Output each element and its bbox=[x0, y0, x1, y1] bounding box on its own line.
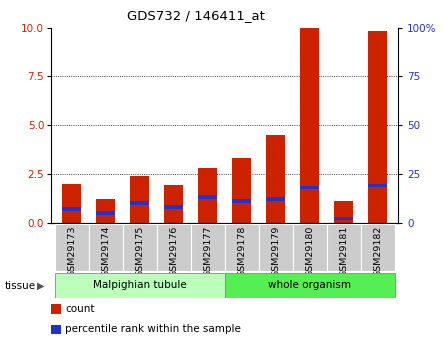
Bar bbox=[232, 199, 251, 203]
Text: GSM29174: GSM29174 bbox=[101, 226, 110, 277]
Bar bbox=[55, 224, 89, 271]
Bar bbox=[267, 197, 285, 201]
Bar bbox=[232, 158, 251, 223]
Bar bbox=[157, 224, 191, 271]
Bar bbox=[164, 205, 183, 209]
Bar bbox=[225, 224, 259, 271]
Bar bbox=[130, 201, 149, 205]
Bar bbox=[96, 211, 115, 215]
Bar bbox=[89, 224, 123, 271]
Bar bbox=[267, 135, 285, 223]
Text: GSM29181: GSM29181 bbox=[340, 226, 348, 277]
Bar bbox=[198, 195, 217, 199]
Bar bbox=[368, 184, 387, 187]
Bar bbox=[300, 28, 319, 223]
Text: GSM29175: GSM29175 bbox=[135, 226, 144, 277]
Bar bbox=[191, 224, 225, 271]
Bar bbox=[361, 224, 395, 271]
Bar bbox=[55, 273, 225, 298]
Bar bbox=[62, 184, 81, 223]
Bar bbox=[293, 224, 327, 271]
Bar bbox=[300, 186, 319, 189]
Bar bbox=[96, 199, 115, 223]
Bar bbox=[259, 224, 293, 271]
Text: GSM29177: GSM29177 bbox=[203, 226, 212, 277]
Bar bbox=[327, 224, 361, 271]
Text: GSM29180: GSM29180 bbox=[305, 226, 314, 277]
Bar bbox=[198, 168, 217, 223]
Text: GSM29176: GSM29176 bbox=[169, 226, 178, 277]
Text: GSM29182: GSM29182 bbox=[373, 226, 382, 277]
Bar bbox=[335, 201, 353, 223]
Text: GSM29173: GSM29173 bbox=[67, 226, 76, 277]
Text: ▶: ▶ bbox=[36, 281, 44, 290]
Bar bbox=[164, 186, 183, 223]
Bar bbox=[130, 176, 149, 223]
Text: whole organism: whole organism bbox=[268, 280, 351, 290]
Text: GDS732 / 146411_at: GDS732 / 146411_at bbox=[127, 9, 265, 22]
Bar bbox=[62, 207, 81, 211]
Text: Malpighian tubule: Malpighian tubule bbox=[93, 280, 186, 290]
Text: tissue: tissue bbox=[4, 281, 36, 290]
Text: GSM29178: GSM29178 bbox=[237, 226, 246, 277]
Bar bbox=[368, 31, 387, 223]
Bar bbox=[123, 224, 157, 271]
Bar bbox=[225, 273, 395, 298]
Text: percentile rank within the sample: percentile rank within the sample bbox=[65, 325, 241, 334]
Bar bbox=[335, 217, 353, 220]
Text: GSM29179: GSM29179 bbox=[271, 226, 280, 277]
Text: count: count bbox=[65, 304, 95, 314]
